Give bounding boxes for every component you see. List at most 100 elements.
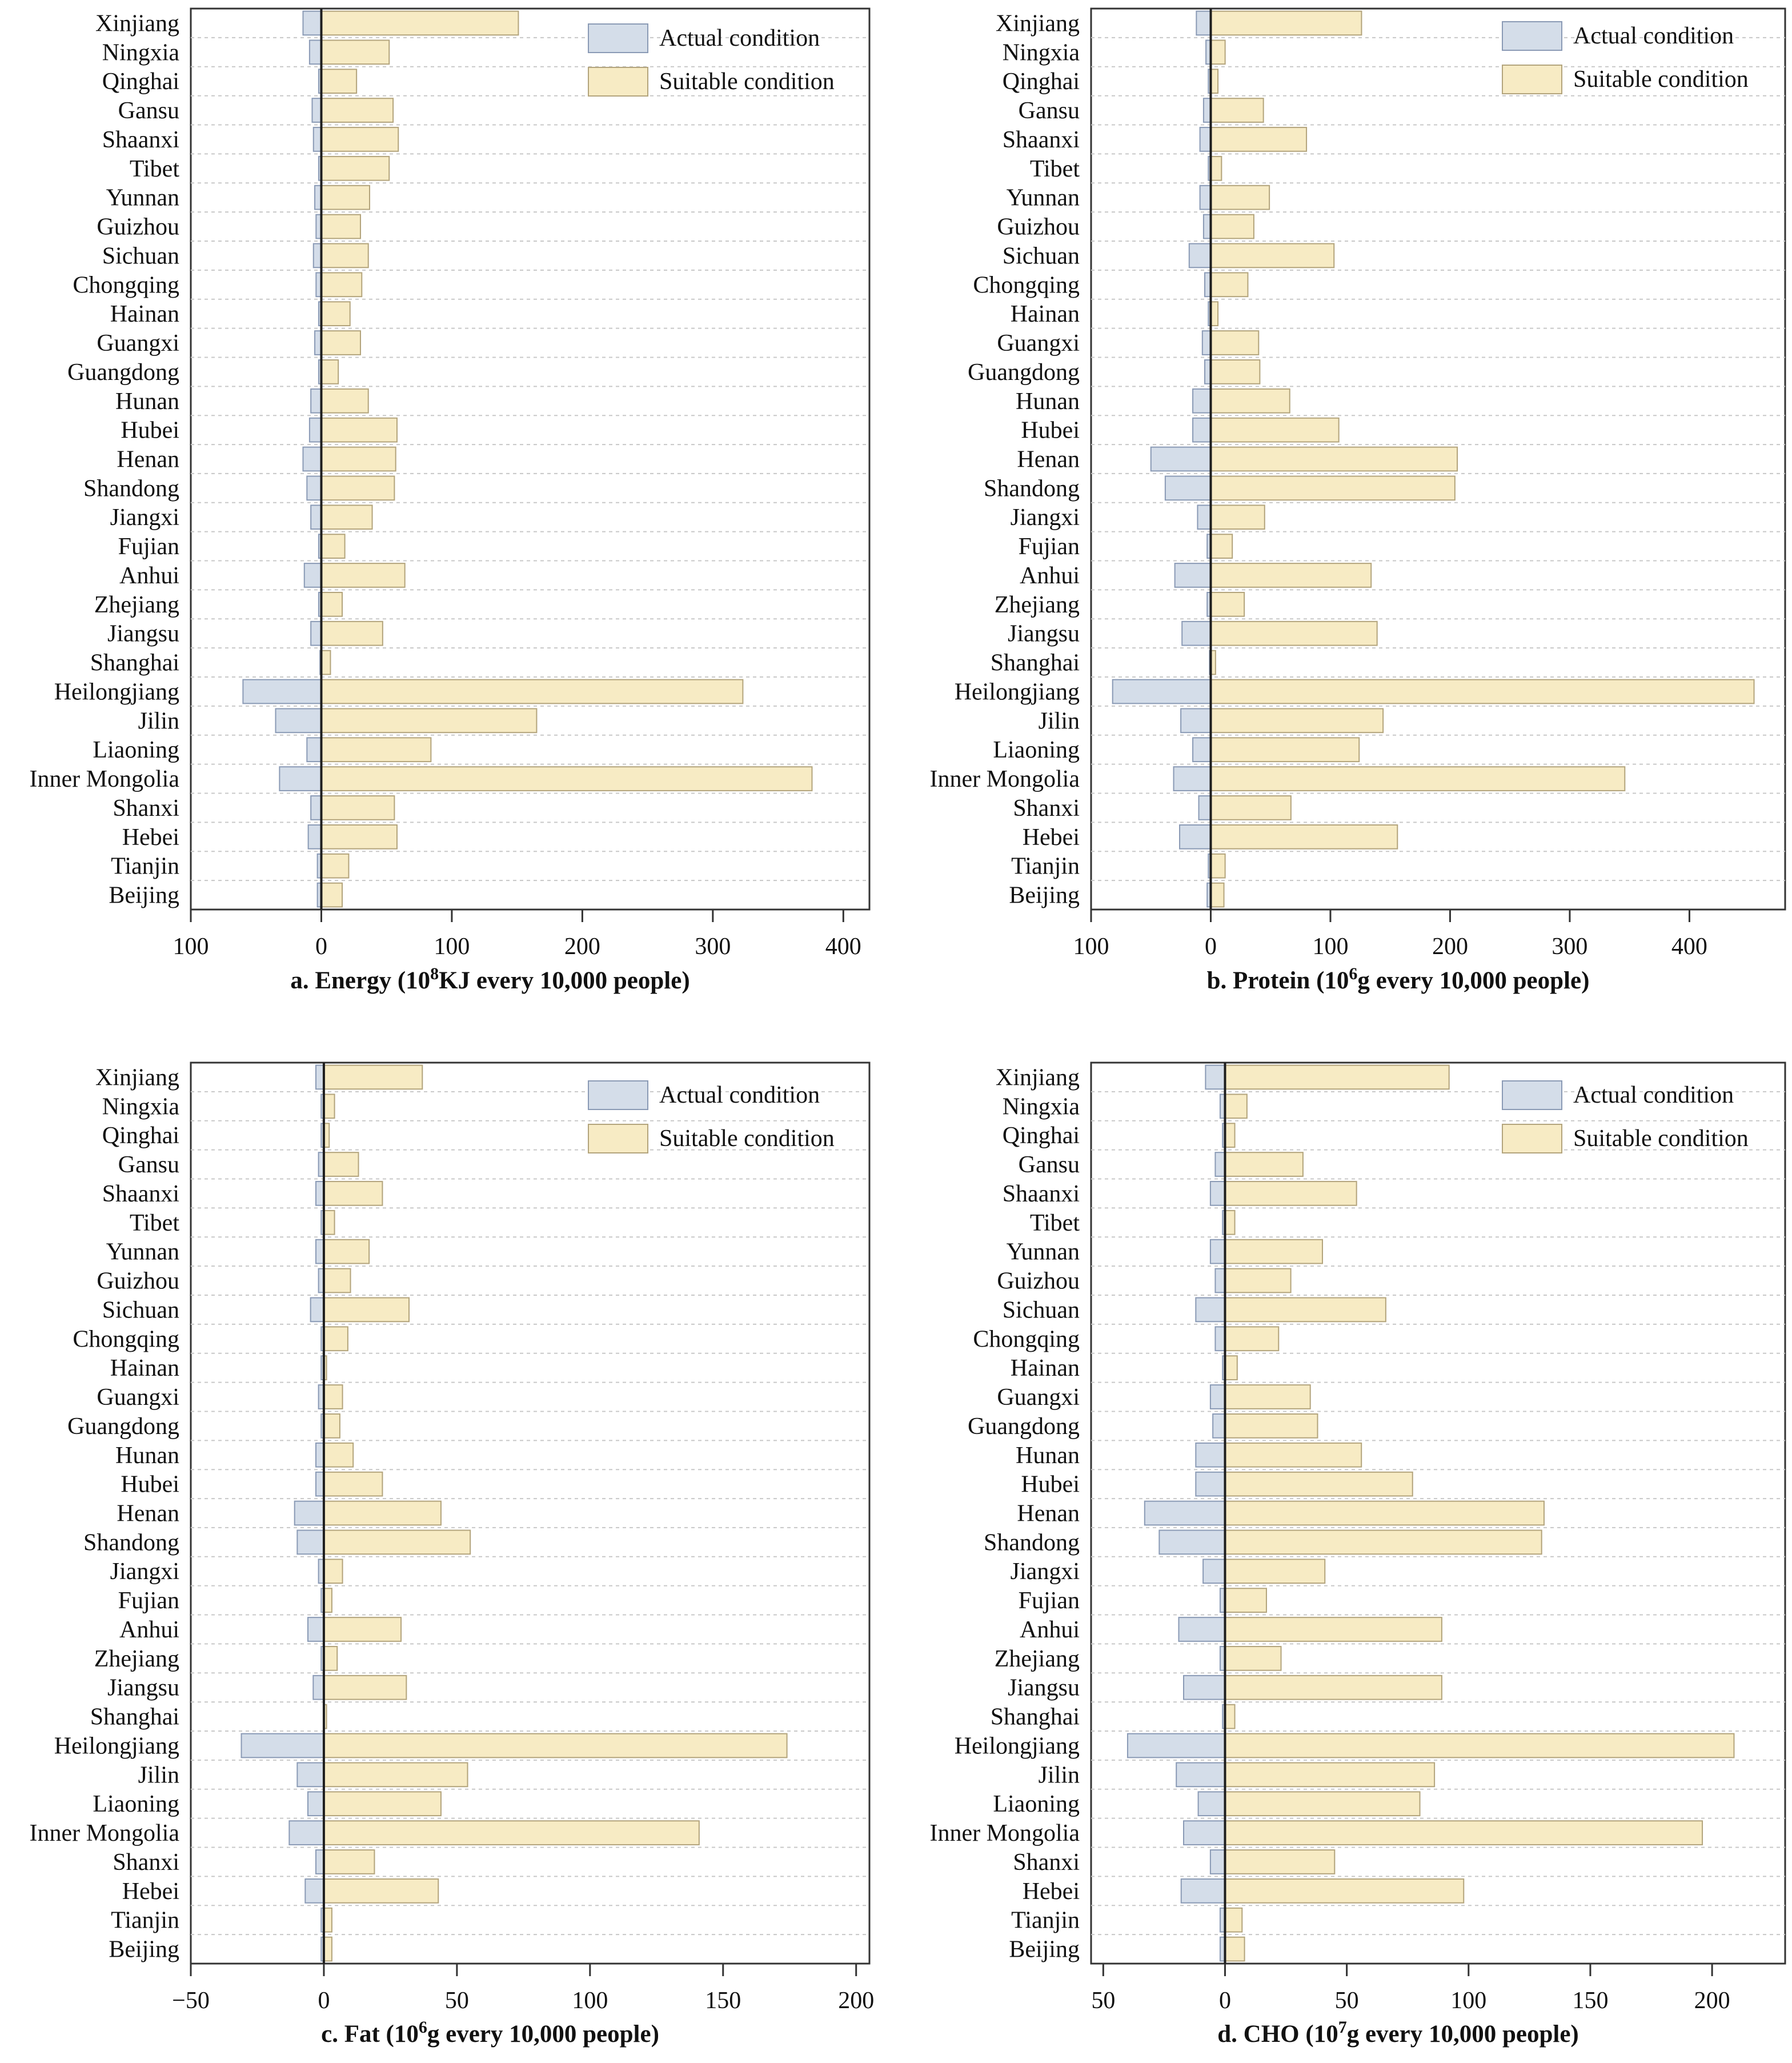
category-label-hainan: Hainan	[110, 301, 179, 327]
bar-actual-guangdong	[1212, 1413, 1226, 1439]
bar-suitable-zhejiang	[320, 591, 343, 617]
bar-suitable-guangxi	[320, 330, 362, 355]
legend: Actual condition Suitable condition	[1502, 1080, 1749, 1153]
bar-suitable-sichuan	[320, 243, 369, 269]
bar-suitable-hebei	[323, 1878, 439, 1904]
bar-suitable-yunnan	[320, 185, 370, 210]
bar-suitable-anhui	[323, 1617, 402, 1642]
bar-actual-inner-mongolia	[279, 766, 322, 791]
bar-actual-sichuan	[312, 243, 322, 269]
bar-actual-xinjiang	[315, 1064, 324, 1090]
bar-suitable-hubei	[1224, 1471, 1413, 1497]
category-label-sichuan: Sichuan	[102, 1297, 179, 1323]
bar-suitable-liaoning	[1224, 1791, 1421, 1817]
category-label-shandong: Shandong	[984, 1529, 1080, 1556]
bar-suitable-liaoning	[1210, 737, 1360, 763]
bar-suitable-jiangxi	[323, 1559, 343, 1584]
category-label-inner-mongolia: Inner Mongolia	[30, 1820, 180, 1846]
bar-suitable-hunan	[320, 388, 369, 414]
bar-actual-heilongjiang	[242, 679, 322, 704]
bar-suitable-hunan	[1210, 388, 1290, 414]
bar-actual-sichuan	[310, 1297, 324, 1323]
bar-suitable-tianjin	[1210, 853, 1226, 879]
bar-actual-shandong	[1158, 1529, 1226, 1555]
bar-actual-hubei	[308, 417, 322, 443]
bar-suitable-tibet	[323, 1209, 335, 1235]
legend: Actual condition Suitable condition	[588, 23, 835, 97]
category-label-guizhou: Guizhou	[997, 1268, 1080, 1295]
bar-suitable-guangdong	[1224, 1413, 1318, 1439]
bar-suitable-yunnan	[1224, 1239, 1323, 1264]
category-label-hunan: Hunan	[115, 1443, 179, 1469]
x-tick-label: 100	[1073, 934, 1109, 960]
bar-suitable-chongqing	[1210, 272, 1249, 298]
bar-suitable-ningxia	[320, 39, 390, 65]
category-label-zhejiang: Zhejiang	[995, 1646, 1080, 1672]
plot-frame	[190, 7, 871, 911]
bar-actual-jiangsu	[1183, 1675, 1226, 1700]
category-label-guangxi: Guangxi	[97, 1384, 179, 1411]
category-label-shaanxi: Shaanxi	[102, 1181, 179, 1207]
bar-actual-ningxia	[308, 39, 322, 65]
legend-swatch-actual-condition	[588, 23, 648, 53]
bar-actual-heilongjiang	[1126, 1733, 1226, 1758]
bar-actual-hebei	[1180, 1878, 1226, 1904]
category-label-ningxia: Ningxia	[102, 39, 180, 66]
bar-suitable-hunan	[1224, 1442, 1362, 1468]
bar-actual-hubei	[1195, 1471, 1226, 1497]
bar-suitable-chongqing	[323, 1326, 348, 1352]
bar-suitable-shanxi	[323, 1849, 375, 1874]
bar-actual-inner-mongolia	[1183, 1820, 1226, 1845]
bar-actual-yunnan	[1209, 1239, 1226, 1264]
plot-frame	[1090, 7, 1786, 911]
bar-suitable-heilongjiang	[320, 679, 744, 704]
caption-rest: g every 10,000 people)	[1347, 2021, 1579, 2048]
category-label-ningxia: Ningxia	[102, 1093, 180, 1120]
bar-suitable-fujian	[1210, 534, 1233, 559]
category-label-shaanxi: Shaanxi	[1003, 1181, 1080, 1207]
legend-label-suitable-condition: Suitable condition	[1573, 1125, 1749, 1152]
plot-frame	[190, 1061, 871, 1965]
x-tick-label: 100	[572, 1988, 608, 2014]
category-label-beijing: Beijing	[109, 883, 179, 909]
category-label-ningxia: Ningxia	[1003, 39, 1080, 66]
category-label-shandong: Shandong	[83, 475, 179, 502]
bar-suitable-gansu	[1210, 98, 1264, 123]
category-label-heilongjiang: Heilongjiang	[955, 1733, 1080, 1759]
category-label-jiangxi: Jiangxi	[110, 504, 179, 531]
category-label-chongqing: Chongqing	[973, 1326, 1080, 1352]
category-label-tibet: Tibet	[130, 1210, 179, 1236]
category-label-fujian: Fujian	[1019, 534, 1080, 560]
bar-suitable-jiangxi	[320, 504, 373, 530]
legend-label-suitable-condition: Suitable condition	[659, 1125, 835, 1152]
bar-suitable-guangdong	[320, 359, 339, 384]
bar-suitable-qinghai	[1224, 1123, 1236, 1148]
category-label-hainan: Hainan	[1011, 1355, 1080, 1381]
bar-suitable-hainan	[1224, 1355, 1238, 1381]
category-label-hunan: Hunan	[115, 388, 179, 415]
category-label-inner-mongolia: Inner Mongolia	[930, 766, 1080, 792]
category-label-shanxi: Shanxi	[1013, 795, 1080, 822]
category-label-jilin: Jilin	[1039, 708, 1080, 734]
bar-actual-chongqing	[1214, 1326, 1226, 1352]
legend-label-actual-condition: Actual condition	[659, 25, 820, 51]
category-label-hubei: Hubei	[121, 418, 179, 444]
category-label-shanghai: Shanghai	[90, 1704, 179, 1730]
bar-actual-shanxi	[310, 795, 322, 820]
bar-suitable-chongqing	[320, 272, 363, 298]
bar-suitable-guangxi	[1224, 1384, 1311, 1409]
category-label-anhui: Anhui	[1020, 1617, 1080, 1643]
bar-actual-xinjiang	[1196, 10, 1212, 36]
bar-actual-hebei	[307, 824, 322, 850]
category-label-henan: Henan	[1017, 447, 1080, 473]
category-label-tianjin: Tianjin	[1011, 1908, 1080, 1934]
bar-suitable-shanghai	[320, 650, 331, 675]
bar-suitable-ningxia	[323, 1093, 335, 1119]
legend-swatch-actual-condition	[1502, 1080, 1562, 1110]
bar-actual-hebei	[1179, 824, 1212, 850]
caption-main: c. Fat (10	[321, 2021, 419, 2048]
x-tick-label: −50	[172, 1988, 210, 2014]
bar-suitable-tianjin	[323, 1907, 332, 1933]
